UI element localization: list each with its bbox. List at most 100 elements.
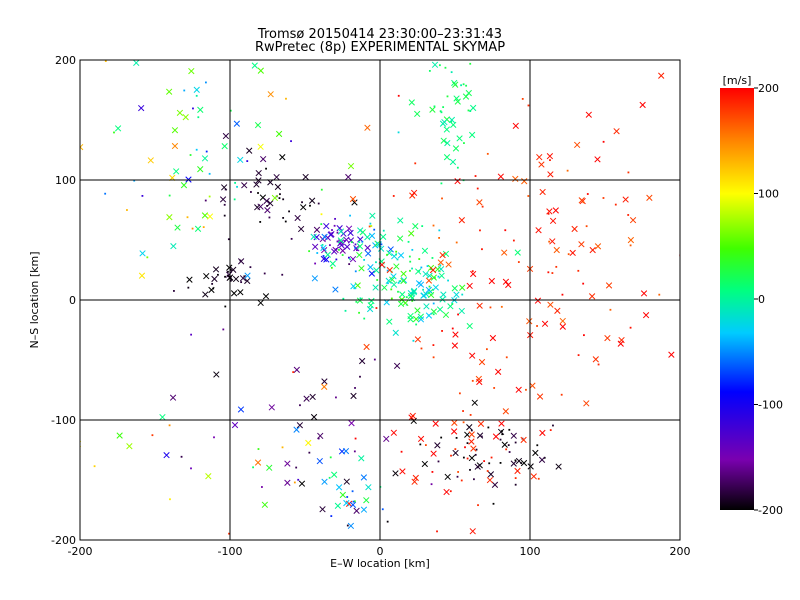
dot-marker <box>405 296 408 299</box>
x-marker <box>222 132 230 140</box>
dot-marker <box>462 83 465 86</box>
x-marker <box>244 272 251 279</box>
dot-marker <box>257 448 260 450</box>
x-marker <box>421 460 428 468</box>
x-marker <box>356 251 363 259</box>
dot-marker <box>415 323 418 326</box>
dot-marker <box>577 354 580 357</box>
dot-marker <box>59 192 61 194</box>
dot-marker <box>348 263 351 266</box>
x-marker <box>613 128 620 135</box>
dot-marker <box>602 140 605 143</box>
dot-marker <box>525 388 527 391</box>
x-marker <box>263 197 270 205</box>
x-marker <box>430 308 438 315</box>
colorbar-tick-label: 200 <box>758 82 779 95</box>
x-marker <box>559 323 566 330</box>
x-marker <box>445 261 452 268</box>
dot-marker <box>320 213 323 216</box>
x-marker <box>268 404 275 411</box>
x-marker <box>681 228 687 234</box>
dot-marker <box>223 214 226 217</box>
x-marker <box>321 378 328 385</box>
dot-marker <box>217 273 219 276</box>
x-marker <box>165 88 173 95</box>
dot-marker <box>381 508 384 511</box>
dot-marker <box>437 275 440 278</box>
dot-marker <box>514 483 517 486</box>
dot-marker <box>450 120 453 123</box>
dot-marker <box>418 258 421 260</box>
x-marker <box>138 104 145 112</box>
dot-marker <box>521 98 524 100</box>
x-marker <box>555 463 562 470</box>
dot-marker <box>450 71 453 74</box>
x-marker <box>159 413 166 421</box>
dot-marker <box>507 444 510 447</box>
x-marker <box>337 228 345 235</box>
dot-marker <box>477 504 479 507</box>
x-marker <box>232 275 240 283</box>
dot-marker <box>552 424 554 427</box>
dot-marker <box>449 490 452 493</box>
dot-marker <box>407 240 410 243</box>
x-marker <box>497 173 505 180</box>
x-marker <box>251 62 258 69</box>
dot-marker <box>527 104 530 107</box>
dot-marker <box>438 229 441 232</box>
dot-marker <box>549 159 551 162</box>
x-marker <box>422 270 429 278</box>
x-marker <box>458 307 465 315</box>
x-marker <box>114 125 122 132</box>
dot-marker <box>442 46 444 48</box>
dot-marker <box>475 448 478 451</box>
dot-marker <box>290 237 293 240</box>
data-points <box>59 21 687 535</box>
dot-marker <box>354 387 356 389</box>
dot-marker <box>257 192 259 194</box>
dot-marker <box>141 194 144 197</box>
dot-marker <box>187 286 190 289</box>
y-tick-label: 100 <box>55 174 76 187</box>
x-marker <box>302 173 309 181</box>
dot-marker <box>422 288 424 291</box>
dot-marker <box>353 450 356 453</box>
dot-marker <box>451 327 454 330</box>
dot-marker <box>168 424 171 427</box>
dot-marker <box>457 313 459 316</box>
y-tick-label: 0 <box>69 294 76 307</box>
x-marker <box>257 299 264 307</box>
dot-marker <box>354 437 357 440</box>
plot-frame <box>79 59 681 541</box>
x-marker <box>489 334 497 342</box>
x-marker <box>349 195 357 203</box>
x-marker <box>320 246 328 254</box>
x-marker <box>230 266 237 273</box>
dot-marker <box>432 224 435 227</box>
x-marker <box>583 400 590 407</box>
x-marker <box>604 334 611 342</box>
dot-marker <box>480 435 483 438</box>
x-marker <box>221 143 228 150</box>
x-marker <box>294 214 301 222</box>
dot-marker <box>249 266 252 269</box>
x-marker <box>412 223 419 230</box>
x-marker <box>202 291 209 298</box>
dot-marker <box>439 110 442 113</box>
x-marker <box>182 21 188 27</box>
dot-marker <box>151 434 154 437</box>
x-marker <box>363 497 370 504</box>
x-marker <box>364 234 371 241</box>
x-marker <box>357 227 364 234</box>
x-marker <box>220 184 228 191</box>
x-marker <box>409 412 416 420</box>
dot-marker <box>396 258 399 261</box>
x-marker <box>180 182 188 189</box>
x-marker <box>547 301 554 308</box>
x-marker <box>353 245 360 252</box>
x-marker <box>205 473 212 480</box>
dot-marker <box>350 241 353 244</box>
x-marker <box>526 318 533 325</box>
dot-marker <box>335 258 338 261</box>
